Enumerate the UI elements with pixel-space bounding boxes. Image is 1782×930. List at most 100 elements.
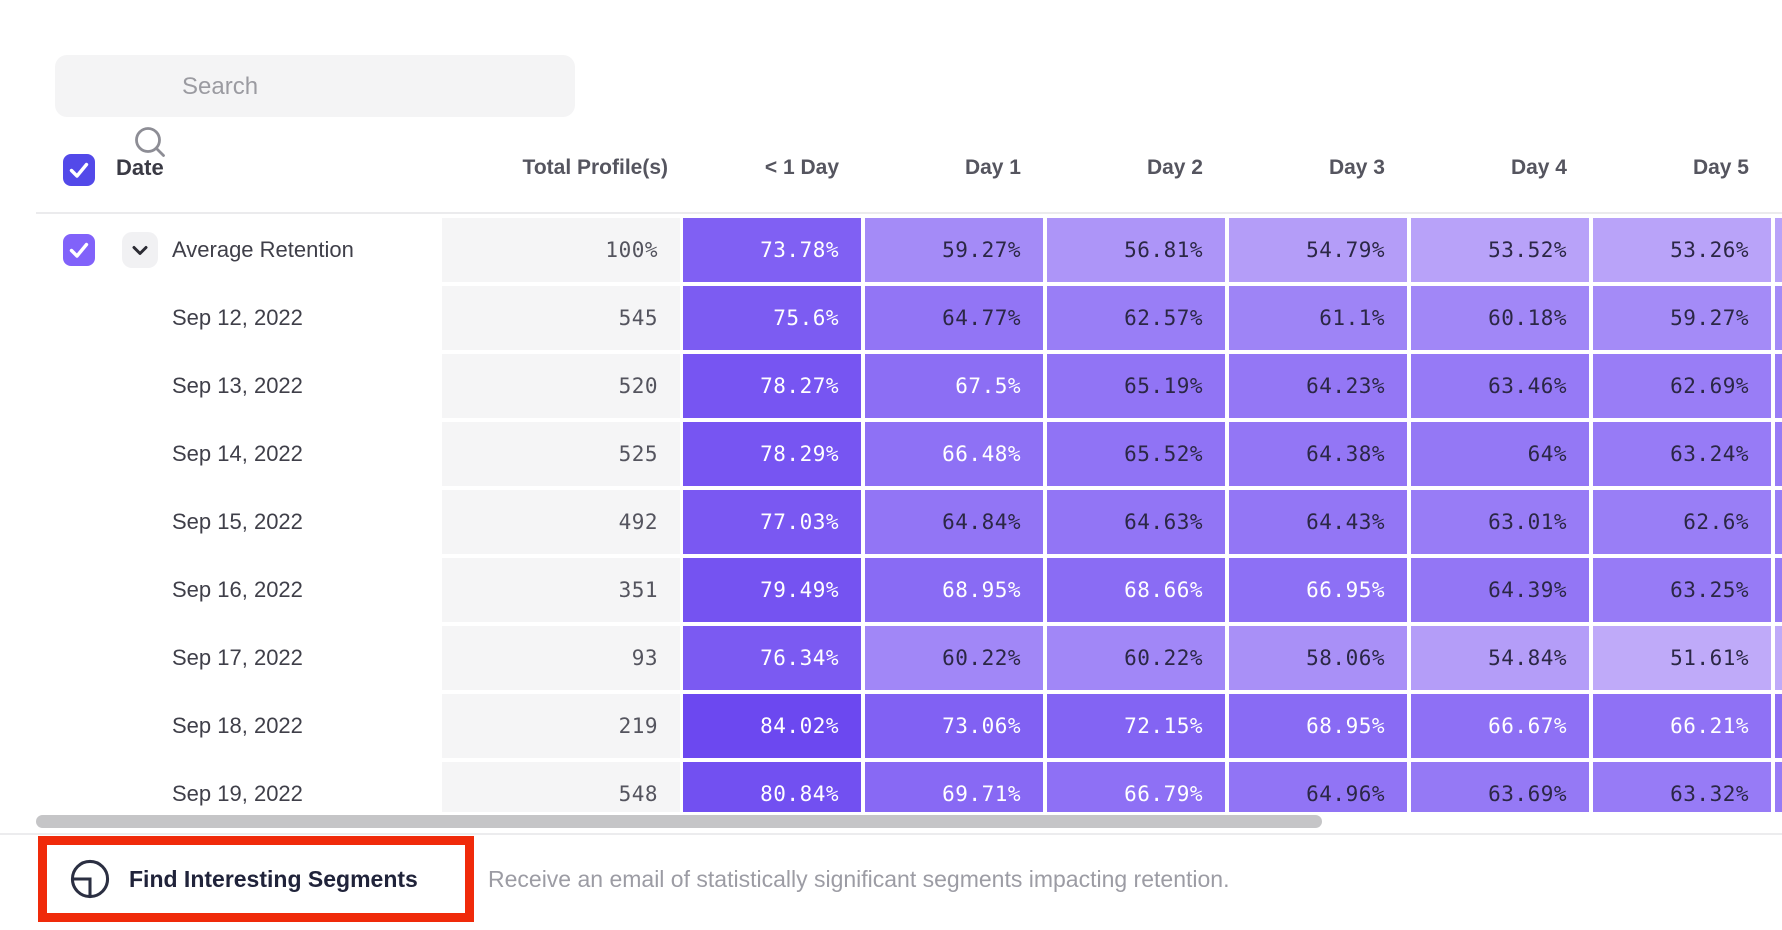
column-header-day-2: Day 2 bbox=[1146, 156, 1203, 179]
retention-cell[interactable]: 54.79% bbox=[1229, 218, 1407, 282]
retention-cell[interactable]: 60.18% bbox=[1411, 286, 1589, 350]
retention-cell-clipped bbox=[1775, 422, 1782, 486]
retention-cell[interactable]: 59.27% bbox=[1593, 286, 1771, 350]
cohort-row: Sep 17, 2022 93 76.34% 60.22% 60.22% 58.06% 54… bbox=[0, 626, 1782, 690]
total-profiles-cell: 93 bbox=[442, 626, 680, 690]
total-profiles-cell: 520 bbox=[442, 354, 680, 418]
retention-cell[interactable]: 75.6% bbox=[683, 286, 861, 350]
retention-cell[interactable]: 63.01% bbox=[1411, 490, 1589, 554]
total-profiles-cell: 100% bbox=[442, 218, 680, 282]
retention-cell[interactable]: 62.57% bbox=[1047, 286, 1225, 350]
column-header-1-day: < 1 Day bbox=[764, 156, 839, 179]
retention-cell[interactable]: 65.52% bbox=[1047, 422, 1225, 486]
retention-cell[interactable]: 64.23% bbox=[1229, 354, 1407, 418]
retention-cell[interactable]: 63.32% bbox=[1593, 762, 1771, 812]
retention-cell[interactable]: 63.25% bbox=[1593, 558, 1771, 622]
retention-cell[interactable]: 51.61% bbox=[1593, 626, 1771, 690]
retention-cell[interactable]: 64% bbox=[1411, 422, 1589, 486]
retention-cell-clipped bbox=[1775, 354, 1782, 418]
select-all-checkbox[interactable] bbox=[63, 154, 95, 186]
row-label: Sep 16, 2022 bbox=[172, 577, 303, 602]
retention-cell[interactable]: 61.1% bbox=[1229, 286, 1407, 350]
retention-cell[interactable]: 78.27% bbox=[683, 354, 861, 418]
retention-cell[interactable]: 78.29% bbox=[683, 422, 861, 486]
retention-cell[interactable]: 73.78% bbox=[683, 218, 861, 282]
retention-cell[interactable]: 79.49% bbox=[683, 558, 861, 622]
footer-divider bbox=[0, 833, 1782, 835]
retention-cell[interactable]: 64.77% bbox=[865, 286, 1043, 350]
retention-cell[interactable]: 66.79% bbox=[1047, 762, 1225, 812]
retention-cell[interactable]: 64.84% bbox=[865, 490, 1043, 554]
total-profiles-cell: 219 bbox=[442, 694, 680, 758]
retention-cell[interactable]: 59.27% bbox=[865, 218, 1043, 282]
search-input[interactable] bbox=[180, 55, 554, 119]
cohort-row: Sep 18, 2022 219 84.02% 73.06% 72.15% 68.95% 6… bbox=[0, 694, 1782, 758]
column-header-total-profiles: Total Profile(s) bbox=[522, 156, 668, 179]
retention-cell[interactable]: 77.03% bbox=[683, 490, 861, 554]
retention-cell-clipped bbox=[1775, 490, 1782, 554]
retention-cell[interactable]: 64.43% bbox=[1229, 490, 1407, 554]
cohort-row: Sep 13, 2022 520 78.27% 67.5% 65.19% 64.23% 63… bbox=[0, 354, 1782, 418]
total-profiles-cell: 351 bbox=[442, 558, 680, 622]
retention-cell[interactable]: 62.69% bbox=[1593, 354, 1771, 418]
retention-cell[interactable]: 60.22% bbox=[1047, 626, 1225, 690]
retention-cell[interactable]: 53.26% bbox=[1593, 218, 1771, 282]
retention-cell[interactable]: 68.95% bbox=[1229, 694, 1407, 758]
retention-cell[interactable]: 73.06% bbox=[865, 694, 1043, 758]
retention-table: Average Retention 100% 73.78% 59.27% 56.81% 5… bbox=[0, 218, 1782, 812]
column-header-day-5: Day 5 bbox=[1692, 156, 1749, 179]
average-retention-row: Average Retention 100% 73.78% 59.27% 56.81% 5… bbox=[0, 218, 1782, 282]
row-label: Sep 17, 2022 bbox=[172, 645, 303, 670]
retention-cell[interactable]: 69.71% bbox=[865, 762, 1043, 812]
retention-cell[interactable]: 67.5% bbox=[865, 354, 1043, 418]
retention-cell-clipped bbox=[1775, 558, 1782, 622]
retention-cell[interactable]: 68.66% bbox=[1047, 558, 1225, 622]
retention-cell[interactable]: 63.46% bbox=[1411, 354, 1589, 418]
retention-cell[interactable]: 54.84% bbox=[1411, 626, 1589, 690]
retention-cell[interactable]: 58.06% bbox=[1229, 626, 1407, 690]
cohort-row: Sep 15, 2022 492 77.03% 64.84% 64.63% 64.43% 6… bbox=[0, 490, 1782, 554]
total-profiles-cell: 548 bbox=[442, 762, 680, 812]
search-icon bbox=[135, 127, 165, 157]
retention-cell[interactable]: 63.24% bbox=[1593, 422, 1771, 486]
retention-cell[interactable]: 64.38% bbox=[1229, 422, 1407, 486]
row-label: Sep 18, 2022 bbox=[172, 713, 303, 738]
retention-cell[interactable]: 65.19% bbox=[1047, 354, 1225, 418]
retention-cell[interactable]: 80.84% bbox=[683, 762, 861, 812]
retention-cell[interactable]: 72.15% bbox=[1047, 694, 1225, 758]
find-interesting-segments-button[interactable]: Find Interesting Segments bbox=[47, 845, 465, 913]
retention-cell[interactable]: 66.21% bbox=[1593, 694, 1771, 758]
column-header-day-1: Day 1 bbox=[964, 156, 1021, 179]
horizontal-scrollbar-thumb[interactable] bbox=[36, 815, 1322, 828]
total-profiles-cell: 525 bbox=[442, 422, 680, 486]
retention-cell[interactable]: 66.48% bbox=[865, 422, 1043, 486]
retention-cell[interactable]: 64.63% bbox=[1047, 490, 1225, 554]
retention-cell-clipped bbox=[1775, 694, 1782, 758]
retention-cell[interactable]: 53.52% bbox=[1411, 218, 1589, 282]
expand-collapse-button[interactable] bbox=[122, 232, 158, 268]
retention-cell[interactable]: 84.02% bbox=[683, 694, 861, 758]
retention-cell[interactable]: 66.67% bbox=[1411, 694, 1589, 758]
cohort-row: Sep 19, 2022 548 80.84% 69.71% 66.79% 64.96% 6… bbox=[0, 762, 1782, 812]
find-interesting-segments-label: Find Interesting Segments bbox=[129, 865, 418, 892]
column-header-day-4: Day 4 bbox=[1510, 156, 1567, 179]
retention-cell-clipped bbox=[1775, 218, 1782, 282]
retention-cell[interactable]: 68.95% bbox=[865, 558, 1043, 622]
row-label: Sep 19, 2022 bbox=[172, 781, 303, 806]
retention-cell[interactable]: 60.22% bbox=[865, 626, 1043, 690]
retention-cell[interactable]: 66.95% bbox=[1229, 558, 1407, 622]
retention-cell[interactable]: 76.34% bbox=[683, 626, 861, 690]
retention-cell[interactable]: 64.39% bbox=[1411, 558, 1589, 622]
segments-description: Receive an email of statistically signif… bbox=[488, 866, 1230, 892]
retention-cell[interactable]: 64.96% bbox=[1229, 762, 1407, 812]
annotation-highlight-box: Find Interesting Segments bbox=[38, 836, 474, 922]
row-checkbox[interactable] bbox=[63, 234, 95, 266]
retention-cell[interactable]: 62.6% bbox=[1593, 490, 1771, 554]
column-header-day-3: Day 3 bbox=[1328, 156, 1385, 179]
column-header-date: Date bbox=[116, 155, 164, 180]
retention-cell[interactable]: 56.81% bbox=[1047, 218, 1225, 282]
search-bar bbox=[55, 55, 575, 157]
checkmark-icon bbox=[69, 242, 89, 258]
retention-cell[interactable]: 63.69% bbox=[1411, 762, 1589, 812]
